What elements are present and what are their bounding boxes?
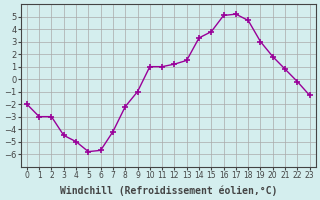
X-axis label: Windchill (Refroidissement éolien,°C): Windchill (Refroidissement éolien,°C)	[60, 185, 277, 196]
